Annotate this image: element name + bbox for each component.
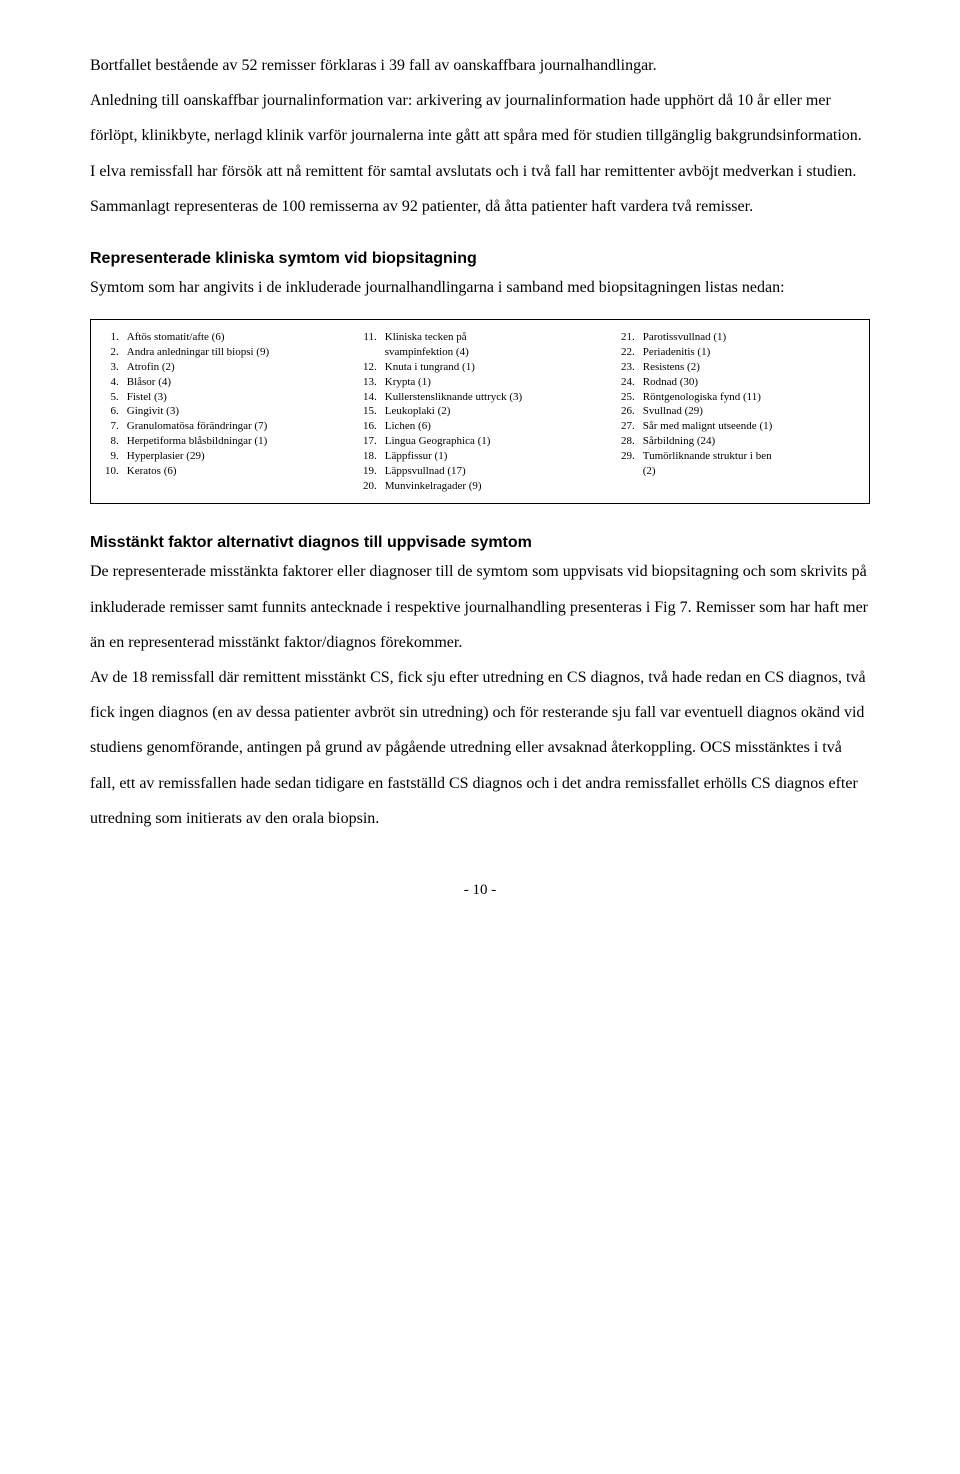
section1-lead: Symtom som har angivits i de inkluderade… [90, 270, 870, 305]
symptom-col2-labels: Kliniska tecken på svampinfektion (4) Kn… [385, 330, 522, 493]
section-diagnosis: Misstänkt faktor alternativt diagnos til… [90, 534, 870, 836]
intro-p2: Anledning till oanskaffbar journalinform… [90, 83, 870, 189]
symptom-col-1: 1. 2. 3. 4. 5. 6. 7. 8. 9. 10. Aftös sto… [105, 330, 339, 493]
symptom-list-box: 1. 2. 3. 4. 5. 6. 7. 8. 9. 10. Aftös sto… [90, 319, 870, 504]
section1-heading: Representerade kliniska symtom vid biops… [90, 250, 870, 268]
symptom-col1-nums: 1. 2. 3. 4. 5. 6. 7. 8. 9. 10. [105, 330, 127, 493]
symptom-col3-nums: 21. 22. 23. 24. 25. 26. 27. 28. 29. [621, 330, 643, 493]
symptom-col1-labels: Aftös stomatit/afte (6) Andra anledninga… [127, 330, 269, 493]
symptom-col3-labels: Parotissvullnad (1) Periadenitis (1) Res… [643, 330, 773, 493]
section2-heading: Misstänkt faktor alternativt diagnos til… [90, 534, 870, 552]
symptom-col-3: 21. 22. 23. 24. 25. 26. 27. 28. 29. Paro… [621, 330, 855, 493]
symptom-col2-nums: 11. 12. 13. 14. 15. 16. 17. 18. 19. 20. [363, 330, 385, 493]
section2-p2: Av de 18 remissfall där remittent misstä… [90, 660, 870, 836]
symptom-col-2: 11. 12. 13. 14. 15. 16. 17. 18. 19. 20. … [363, 330, 597, 493]
page-number: - 10 - [90, 882, 870, 899]
section2-p1: De representerade misstänkta faktorer el… [90, 554, 870, 660]
intro-p1: Bortfallet bestående av 52 remisser förk… [90, 48, 870, 83]
intro-paragraphs: Bortfallet bestående av 52 remisser förk… [90, 48, 870, 224]
intro-p3: Sammanlagt representeras de 100 remisser… [90, 189, 870, 224]
section-symptoms: Representerade kliniska symtom vid biops… [90, 250, 870, 504]
